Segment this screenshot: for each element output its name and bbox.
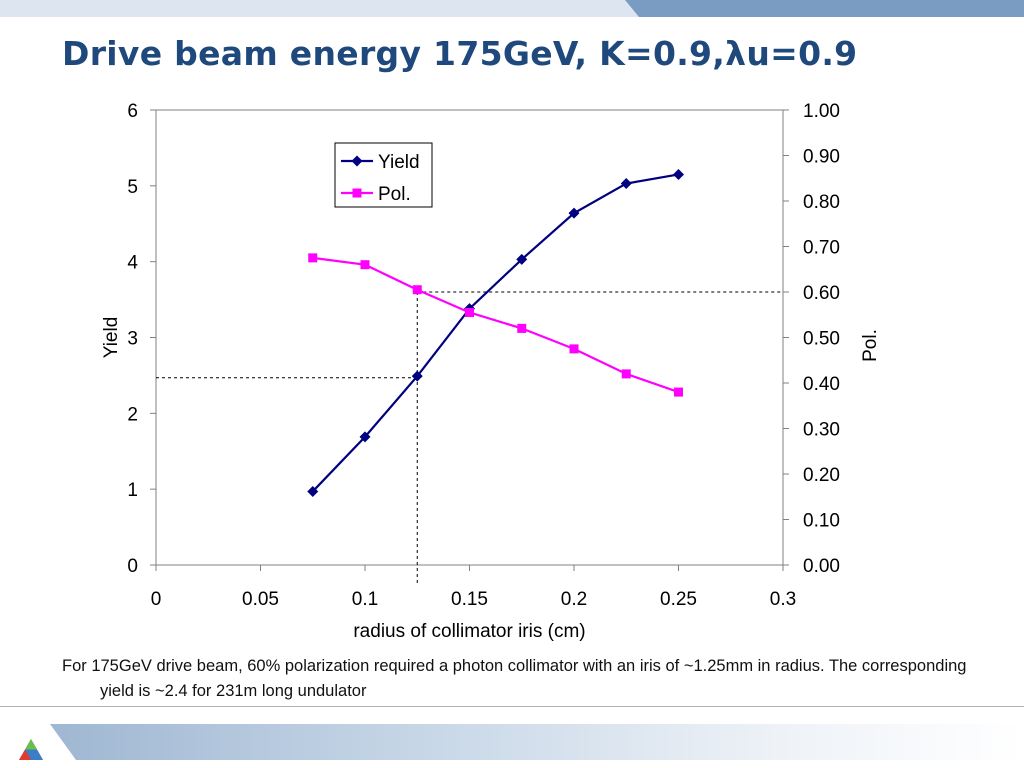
pol-series-line	[312, 256, 679, 394]
legend-marker	[352, 188, 362, 198]
pol-point	[412, 285, 422, 295]
y2-tick-label: 0.30	[803, 420, 840, 441]
y2-tick-label: 0.50	[803, 329, 840, 350]
x-tick-label: 0.25	[660, 589, 697, 610]
yield-point	[307, 485, 319, 497]
pol-point	[308, 253, 318, 263]
y2-tick-label: 0.60	[803, 283, 840, 304]
y2-tick-label: 0.90	[803, 147, 840, 168]
y-tick-label: 0	[127, 556, 138, 577]
x-tick-label: 0.1	[352, 589, 378, 610]
yield-series-line	[311, 173, 679, 493]
legend-marker	[351, 155, 363, 167]
y2-tick-label: 0.20	[803, 465, 840, 486]
x-tick-label: 0.3	[770, 589, 796, 610]
legend-label: Pol.	[378, 184, 411, 205]
y2-tick-label: 0.70	[803, 238, 840, 259]
y-tick-label: 5	[127, 177, 138, 198]
x-tick-label: 0.2	[561, 589, 587, 610]
y2-tick-label: 0.00	[803, 556, 840, 577]
y2-tick-label: 0.10	[803, 511, 840, 532]
pol-point	[517, 323, 527, 333]
slide-title: Drive beam energy 175GeV, K=0.9,λu=0.9	[62, 34, 858, 73]
slide-caption: For 175GeV drive beam, 60% polarization …	[62, 657, 967, 700]
x-tick-label: 0.05	[242, 589, 279, 610]
legend-box	[334, 142, 433, 208]
yield-point	[516, 253, 528, 265]
y-tick-label: 2	[127, 404, 138, 425]
plot-area-frame	[155, 109, 784, 566]
y-tick-label: 1	[127, 480, 138, 501]
yield-point	[620, 178, 632, 190]
y2-axis-title: Pol.	[860, 329, 881, 362]
y-tick-label: 3	[127, 329, 138, 350]
dual-axis-line-chart: 0 0.05 0.1 0.15 0.2 0.25 0.301234560.000.100.2…	[101, 101, 881, 642]
footer-divider	[0, 706, 1024, 707]
header-accent-band	[625, 0, 1024, 17]
y-tick-label: 6	[127, 101, 138, 122]
y-axis-title: Yield	[101, 317, 122, 359]
y-tick-label: 4	[127, 253, 138, 274]
y2-tick-label: 1.00	[803, 101, 840, 122]
pol-point	[569, 344, 579, 354]
y2-tick-label: 0.80	[803, 192, 840, 213]
pol-point	[674, 387, 683, 397]
x-tick-label: 0	[151, 589, 162, 610]
pol-point	[621, 369, 631, 379]
footer-band	[50, 724, 1024, 760]
logo-triangle-icon	[19, 739, 43, 760]
pol-point	[360, 260, 370, 270]
yield-point	[673, 168, 684, 180]
yield-point	[568, 207, 580, 219]
y2-tick-label: 0.40	[803, 374, 840, 395]
x-axis-title: radius of collimator iris (cm)	[353, 621, 585, 642]
pol-point	[465, 307, 474, 317]
x-tick-label: 0.15	[451, 589, 488, 610]
legend-label: Yield	[378, 152, 420, 173]
yield-point	[411, 370, 423, 382]
yield-point	[359, 431, 371, 443]
